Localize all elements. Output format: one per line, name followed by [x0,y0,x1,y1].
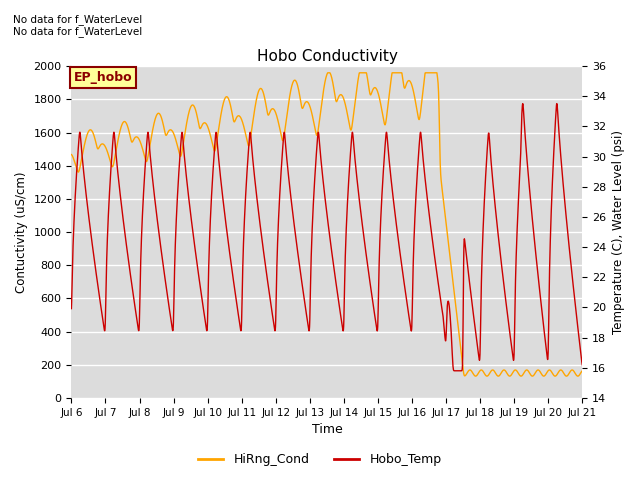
Text: EP_hobo: EP_hobo [74,71,132,84]
Text: No data for f_WaterLevel: No data for f_WaterLevel [13,13,142,24]
Y-axis label: Contuctivity (uS/cm): Contuctivity (uS/cm) [15,171,28,293]
Title: Hobo Conductivity: Hobo Conductivity [257,48,397,63]
Legend: HiRng_Cond, Hobo_Temp: HiRng_Cond, Hobo_Temp [193,448,447,471]
Y-axis label: Temperature (C), Water Level (psi): Temperature (C), Water Level (psi) [612,130,625,334]
X-axis label: Time: Time [312,423,342,436]
Text: No data for f_WaterLevel: No data for f_WaterLevel [13,25,142,36]
